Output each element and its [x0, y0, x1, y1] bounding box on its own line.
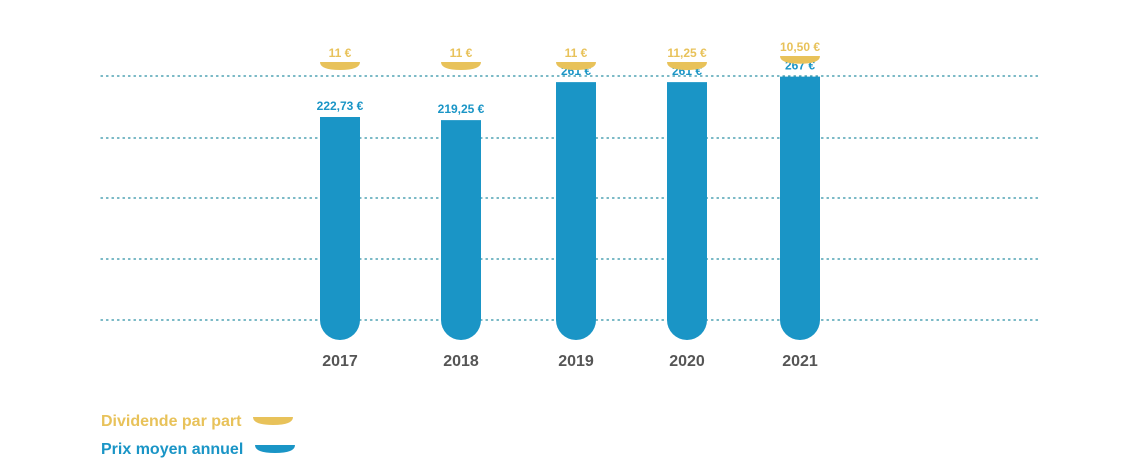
- dividend-value-label: 11 €: [565, 46, 588, 60]
- year-label: 2017: [322, 353, 358, 370]
- legend-label-price: Prix moyen annuel: [101, 441, 244, 458]
- dividend-marker: [556, 62, 596, 70]
- year-label: 2019: [558, 353, 594, 370]
- legend-label-dividend: Dividende par part: [101, 413, 242, 430]
- price-bar: [667, 82, 707, 341]
- year-label: 2018: [443, 353, 479, 370]
- price-value-label: 222,73 €: [317, 99, 364, 113]
- year-label: 2020: [669, 353, 705, 370]
- legend-item-dividend: Dividende par part: [101, 408, 361, 436]
- dividend-marker: [780, 56, 820, 64]
- legend-swatch-price: [255, 443, 296, 457]
- price-bar: [780, 76, 820, 341]
- dividend-value-label: 11 €: [450, 46, 473, 60]
- price-bar: [320, 116, 360, 340]
- dividend-marker: [667, 62, 707, 71]
- dividend-value-label: 10,50 €: [780, 40, 820, 54]
- dividend-value-label: 11 €: [329, 46, 352, 60]
- price-bar: [556, 82, 596, 341]
- dividend-marker: [441, 62, 481, 70]
- price-bar: [441, 120, 481, 340]
- legend-item-price: Prix moyen annuel: [101, 436, 361, 464]
- dividend-value-label: 11,25 €: [667, 46, 707, 60]
- legend-swatch-dividend: [253, 415, 294, 429]
- price-value-label: 219,25 €: [438, 102, 485, 116]
- year-label: 2021: [782, 353, 818, 370]
- legend: Dividende par part Prix moyen annuel: [101, 408, 361, 464]
- dividend-marker: [320, 62, 360, 70]
